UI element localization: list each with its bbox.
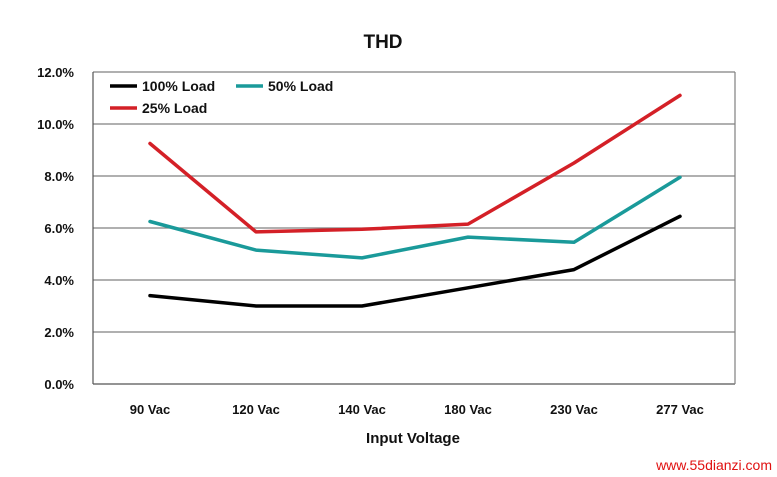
- legend-label-50pct-load: 50% Load: [268, 78, 333, 94]
- series-line-25pct-load: [148, 93, 682, 234]
- legend-label-25pct-load: 25% Load: [142, 100, 207, 116]
- series-line-100pct-load: [148, 214, 682, 308]
- series-line-50pct-load: [148, 175, 682, 260]
- chart-title: THD: [363, 32, 402, 53]
- x-tick-labels: 90 Vac 120 Vac 140 Vac 180 Vac 230 Vac 277 Va…: [130, 402, 704, 417]
- y-tick-label-0: 0.0%: [44, 377, 74, 392]
- x-tick-label-2: 140 Vac: [338, 402, 386, 417]
- y-tick-label-1: 2.0%: [44, 325, 74, 340]
- y-tick-label-2: 4.0%: [44, 273, 74, 288]
- x-tick-label-3: 180 Vac: [444, 402, 492, 417]
- y-tick-label-6: 12.0%: [37, 65, 74, 80]
- y-tick-label-4: 8.0%: [44, 169, 74, 184]
- legend-label-100pct-load: 100% Load: [142, 78, 215, 94]
- watermark-text: www.55dianzi.com: [655, 457, 772, 473]
- y-tick-label-3: 6.0%: [44, 221, 74, 236]
- y-tick-labels: 0.0% 2.0% 4.0% 6.0% 8.0% 10.0% 12.0%: [37, 65, 74, 392]
- x-tick-label-4: 230 Vac: [550, 402, 598, 417]
- x-tick-label-0: 90 Vac: [130, 402, 171, 417]
- x-axis-label: Input Voltage: [366, 430, 460, 447]
- x-tick-label-1: 120 Vac: [232, 402, 280, 417]
- legend: 100% Load 50% Load 25% Load: [110, 78, 333, 116]
- axes: [92, 72, 736, 385]
- y-tick-label-5: 10.0%: [37, 117, 74, 132]
- series-lines: [148, 93, 682, 308]
- x-tick-label-5: 277 Vac: [656, 402, 704, 417]
